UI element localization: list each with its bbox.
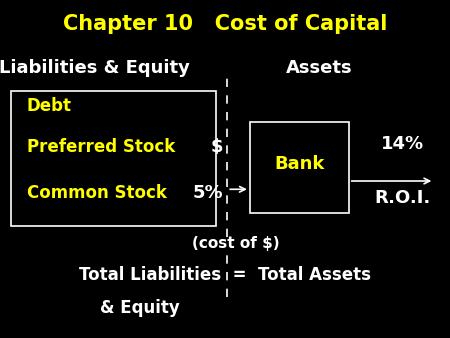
Text: R.O.I.: R.O.I. xyxy=(374,189,431,207)
Bar xyxy=(11,91,216,226)
Text: Chapter 10   Cost of Capital: Chapter 10 Cost of Capital xyxy=(63,14,387,34)
Text: Common Stock: Common Stock xyxy=(27,184,167,202)
Text: $: $ xyxy=(210,138,223,156)
Text: (cost of $): (cost of $) xyxy=(193,236,280,251)
Text: Total Liabilities  =  Total Assets: Total Liabilities = Total Assets xyxy=(79,266,371,285)
Text: Assets: Assets xyxy=(286,58,353,77)
Text: 5%: 5% xyxy=(192,184,223,202)
Text: Preferred Stock: Preferred Stock xyxy=(27,138,175,156)
Text: Bank: Bank xyxy=(274,155,324,173)
Text: 14%: 14% xyxy=(381,136,424,153)
Text: Liabilities & Equity: Liabilities & Equity xyxy=(0,58,190,77)
Text: & Equity: & Equity xyxy=(99,298,180,317)
Bar xyxy=(250,122,349,213)
Text: Debt: Debt xyxy=(27,97,72,116)
